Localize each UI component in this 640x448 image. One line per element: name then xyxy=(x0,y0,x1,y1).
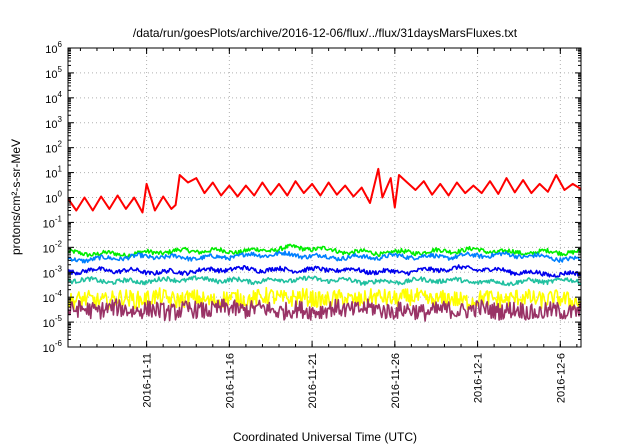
y-tick-label: 10-2 xyxy=(43,239,63,255)
y-axis-label: protons/cm²-s-sr-MeV xyxy=(9,139,23,255)
y-tick-label: 105 xyxy=(45,65,62,81)
x-axis-label: Coordinated Universal Time (UTC) xyxy=(233,430,417,444)
x-tick-label: 2016-11-21 xyxy=(307,353,319,408)
chart-title: /data/run/goesPlots/archive/2016-12-06/f… xyxy=(133,26,518,40)
y-tick-label: 10-1 xyxy=(43,214,63,230)
series-line-6 xyxy=(68,286,581,311)
y-tick-label: 10-6 xyxy=(43,339,63,355)
y-tick-label: 100 xyxy=(45,190,62,206)
series-line-7 xyxy=(68,298,581,322)
series-line-4 xyxy=(68,264,581,278)
x-tick-labels: 2016-11-11 2016-11-16 2016-11-21 2016-11-26… xyxy=(142,353,568,408)
series-line-1 xyxy=(68,167,581,214)
x-tick-label: 2016-11-11 xyxy=(142,353,154,408)
x-tick-label: 2016-12-1 xyxy=(473,353,485,403)
x-tick-label: 2016-12-6 xyxy=(555,353,567,403)
axis-ticks xyxy=(68,47,581,348)
y-tick-label: 106 xyxy=(45,40,62,56)
series-line-3 xyxy=(68,250,581,264)
y-tick-label: 101 xyxy=(45,165,62,181)
y-tick-label: 10-4 xyxy=(43,289,63,305)
y-tick-label: 10-5 xyxy=(43,314,63,330)
y-tick-label: 102 xyxy=(45,140,62,156)
x-tick-label: 2016-11-26 xyxy=(390,353,402,408)
series-line-5 xyxy=(68,275,581,287)
series-line-2 xyxy=(68,243,581,259)
y-tick-label: 104 xyxy=(45,90,62,106)
series-group xyxy=(68,167,581,322)
x-tick-label: 2016-11-16 xyxy=(224,353,236,408)
y-tick-label: 103 xyxy=(45,115,62,131)
y-tick-labels: 10-6 10-5 10-4 10-3 10-2 10-1 100 101 102 103 104 1… xyxy=(43,40,63,355)
y-tick-label: 10-3 xyxy=(43,264,63,280)
